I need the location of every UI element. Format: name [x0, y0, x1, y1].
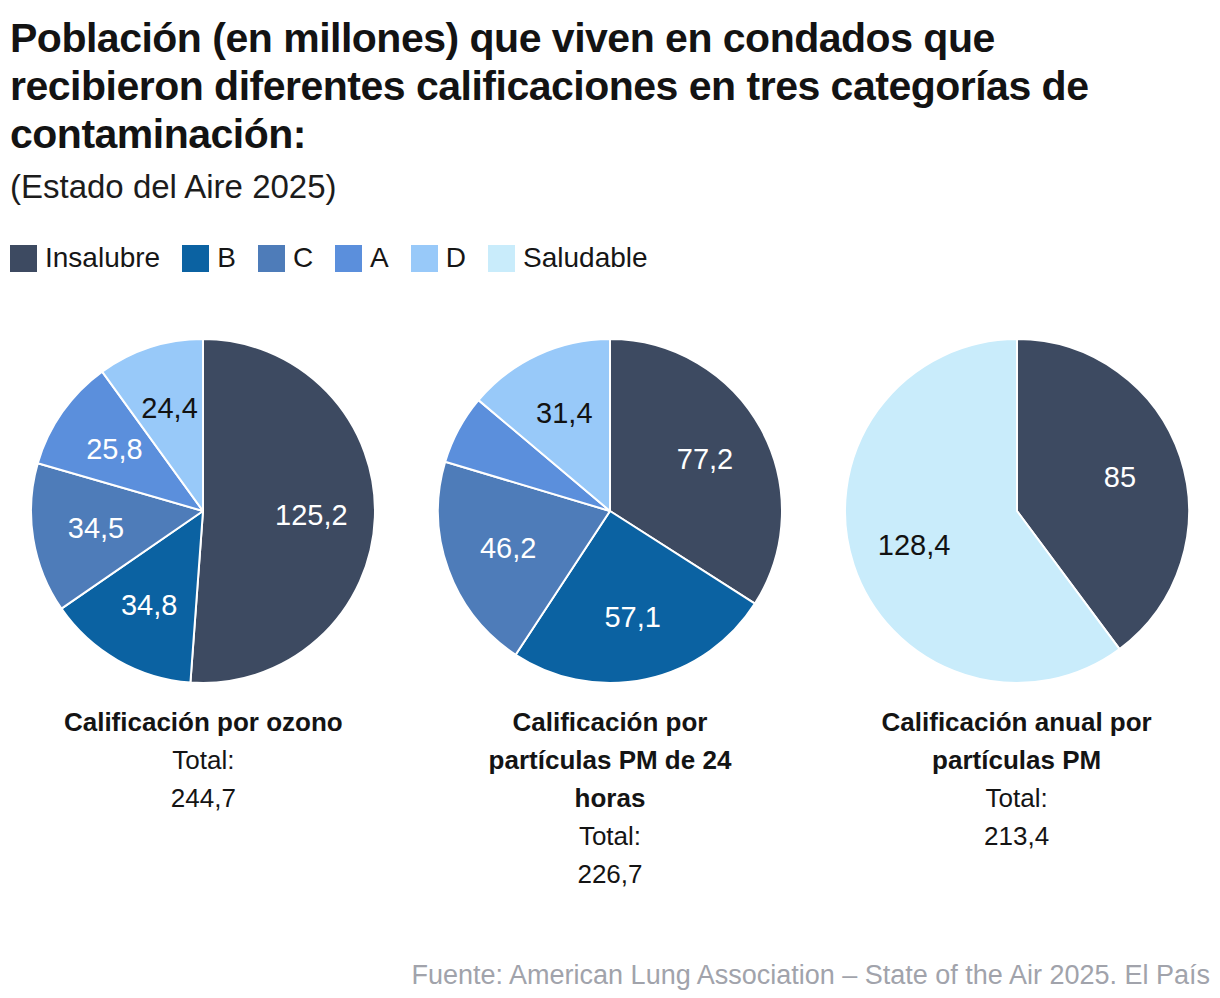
chart-title-line-1: Población (en millones) que viven en con…	[10, 14, 1215, 62]
legend-item-c: C	[258, 242, 313, 274]
legend-item-insalubre: Insalubre	[10, 242, 160, 274]
legend-swatch-icon	[335, 245, 362, 272]
legend-item-d: D	[411, 242, 466, 274]
pie-column-3: 85 128,4 Calificación anual porpartículas …	[813, 335, 1220, 893]
pie-title-line: horas	[489, 779, 732, 817]
charts-row: 125,2 34,8 34,5 25,8 24,4 Calificación por oz…	[0, 335, 1220, 893]
pie-title-line: Calificación anual por	[882, 703, 1152, 741]
pie-slice-label: 34,8	[121, 589, 177, 621]
pie-slice-label: 25,8	[87, 433, 143, 465]
header: Población (en millones) que viven en con…	[10, 14, 1215, 206]
legend-swatch-icon	[411, 245, 438, 272]
source-attribution: Fuente: American Lung Association – Stat…	[412, 960, 1211, 991]
pie-title: Calificación por ozono	[64, 703, 343, 741]
pie-title-line: Calificación por ozono	[64, 703, 343, 741]
pie-column-2: 77,2 57,1 46,2 31,4 Calificación porpartícul…	[407, 335, 814, 893]
pie-total-value: 213,4	[984, 817, 1049, 855]
chart-title: Población (en millones) que viven en con…	[10, 14, 1215, 158]
legend-item-a: A	[335, 242, 389, 274]
pie-total-value: 226,7	[577, 855, 642, 893]
pie-total-label: Total:	[986, 779, 1048, 817]
pie-total-value: 244,7	[171, 779, 236, 817]
legend-label: C	[293, 242, 313, 274]
pie-total-label: Total:	[172, 741, 234, 779]
legend-item-b: B	[182, 242, 236, 274]
pie-slice-label: 34,5	[68, 512, 124, 544]
chart-title-line-2: recibieron diferentes calificaciones en …	[10, 62, 1215, 110]
legend: Insalubre B C A D Saludable	[10, 242, 670, 274]
legend-swatch-icon	[10, 245, 37, 272]
pie-slice-label: 77,2	[677, 443, 733, 475]
pie-title-line: partículas PM de 24	[489, 741, 732, 779]
legend-label: Saludable	[523, 242, 648, 274]
pie-slice-label: 128,4	[877, 529, 950, 561]
chart-subtitle: (Estado del Aire 2025)	[10, 168, 1215, 206]
pie-title-line: Calificación por	[489, 703, 732, 741]
legend-label: D	[446, 242, 466, 274]
pie-slice-label: 57,1	[604, 601, 660, 633]
legend-label: A	[370, 242, 389, 274]
pie-chart-3: 85 128,4	[841, 335, 1193, 687]
legend-swatch-icon	[258, 245, 285, 272]
legend-item-saludable: Saludable	[488, 242, 648, 274]
pie-chart-2: 77,2 57,1 46,2 31,4	[434, 335, 786, 687]
legend-swatch-icon	[182, 245, 209, 272]
pie-total-label: Total:	[579, 817, 641, 855]
pie-title: Calificación porpartículas PM de 24horas	[489, 703, 732, 817]
pie-chart-1: 125,2 34,8 34,5 25,8 24,4	[27, 335, 379, 687]
legend-label: Insalubre	[45, 242, 160, 274]
chart-title-line-3: contaminación:	[10, 110, 1215, 158]
legend-swatch-icon	[488, 245, 515, 272]
pie-slice-label: 31,4	[536, 397, 592, 429]
pie-slice-label: 24,4	[142, 392, 198, 424]
pie-title-line: partículas PM	[882, 741, 1152, 779]
pie-title: Calificación anual porpartículas PM	[882, 703, 1152, 779]
pie-slice-label: 125,2	[275, 499, 348, 531]
pie-slice-label: 85	[1103, 461, 1135, 493]
pie-column-1: 125,2 34,8 34,5 25,8 24,4 Calificación por oz…	[0, 335, 407, 893]
legend-label: B	[217, 242, 236, 274]
pie-slice-label: 46,2	[480, 532, 536, 564]
